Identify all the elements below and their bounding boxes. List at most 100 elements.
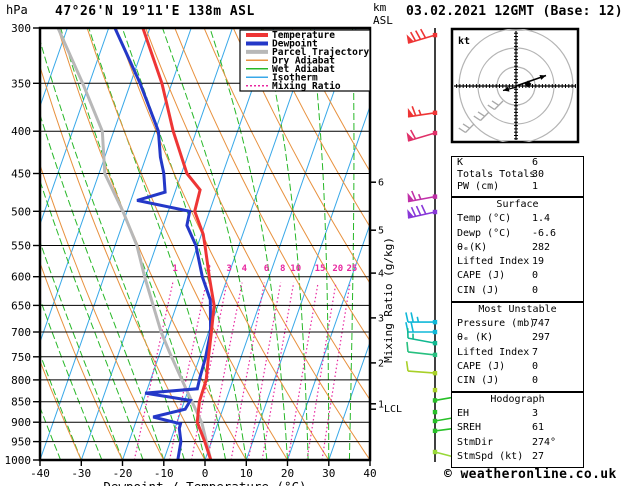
svg-text:750: 750 [11,351,31,364]
table-row: PW (cm) 1 [452,181,583,193]
table-row: SREH 61 [452,421,583,435]
row-value: 3 [532,408,539,420]
row-value: 1.4 [532,213,551,225]
altitude-axis: 6 5 4 3 2 1 LCL Mixing Ratio (g/kg) [370,178,402,415]
row-value: 19 [532,256,545,268]
svg-text:4: 4 [378,269,384,280]
table-row: Temp (°C) 1.4 [452,212,583,226]
isotherms [40,28,370,460]
row-value: 747 [532,318,551,330]
row-value: 0 [532,360,539,372]
table-section-title: Hodograph [490,394,545,405]
svg-text:700: 700 [11,326,31,339]
table-row: StmSpd (kt) 27 [452,450,583,464]
row-label: Totals Totals [457,169,536,180]
table-row: CIN (J) 0 [452,284,583,298]
table-row: CIN (J) 0 [452,374,583,388]
row-label: Lifted Index [457,346,530,358]
row-label: StmSpd (kt) [457,450,524,462]
svg-text:Mixing Ratio: Mixing Ratio [272,81,341,92]
svg-text:400: 400 [11,125,31,138]
svg-text:Isotherm: Isotherm [272,72,318,83]
svg-text:15: 15 [315,264,326,274]
table-row: CAPE (J) 0 [452,360,583,374]
svg-text:-20: -20 [113,467,133,480]
svg-text:3: 3 [226,264,231,274]
row-label: PW (cm) [457,181,500,192]
profile-curves [56,28,216,460]
svg-text:Dewpoint: Dewpoint [272,39,318,50]
table-row: Totals Totals 30 [452,169,583,181]
row-label: StmDir [457,436,494,448]
svg-text:650: 650 [11,299,31,312]
table-row: CAPE (J) 0 [452,269,583,283]
row-label: EH [457,408,470,420]
table-row: StmDir 274° [452,436,583,450]
svg-text:kt: kt [458,36,470,47]
svg-text:10: 10 [290,264,301,274]
svg-text:950: 950 [11,436,31,449]
svg-text:600: 600 [11,271,31,284]
hodograph-inner: kt [454,29,576,142]
pressure-axis: 300 350 400 450 500 550 600 650 700 750 800 850 900 9… [5,22,40,467]
svg-text:Parcel Trajectory: Parcel Trajectory [272,47,370,58]
most-unstable-table: Most Unstable Pressure (mb) 747 θₑ (K) 297 Li… [451,302,584,392]
temperature-axis: -40 -30 -20 -10 0 10 20 30 40 Dewpoint / Temperat… [30,460,377,486]
row-value: 274° [532,436,557,448]
table-row: θₑ (K) 297 [452,331,583,345]
row-value: 27 [532,450,545,462]
svg-text:500: 500 [11,205,31,218]
row-value: 6 [532,157,539,168]
svg-text:Mixing Ratio (g/kg): Mixing Ratio (g/kg) [382,237,395,363]
svg-text:10: 10 [240,467,253,480]
svg-text:Wet Adiabat: Wet Adiabat [272,64,335,75]
svg-text:8: 8 [280,264,285,274]
row-value: 297 [532,332,551,344]
svg-text:-40: -40 [30,467,50,480]
row-value: 282 [532,241,551,253]
row-label: CIN (J) [457,374,500,386]
row-label: θₑ (K) [457,332,494,344]
svg-text:LCL: LCL [384,404,402,415]
svg-text:350: 350 [11,77,31,90]
row-label: CAPE (J) [457,360,506,372]
table-row: Lifted Index 19 [452,255,583,269]
svg-text:450: 450 [11,167,31,180]
svg-text:6: 6 [378,178,384,189]
svg-text:2: 2 [378,358,384,369]
row-label: SREH [457,422,482,434]
svg-text:850: 850 [11,396,31,409]
table-row: Dewp (°C) -6.6 [452,227,583,241]
svg-text:800: 800 [11,374,31,387]
row-value: 61 [532,422,545,434]
hodograph-table: Hodograph EH 3 SREH 61 StmDir 274° StmSpd (kt) 2… [451,392,584,468]
copyright: © weatheronline.co.uk [444,467,617,482]
row-value: 0 [532,284,539,296]
table-row: Pressure (mb) 747 [452,317,583,331]
table-row: θₑ(K) 282 [452,241,583,255]
station-title: 47°26'N 19°11'E 138m ASL [55,4,255,19]
svg-text:4: 4 [242,264,248,274]
svg-text:20: 20 [281,467,294,480]
indices-table: K 6 Totals Totals 30 PW (cm) 1 [451,156,584,197]
svg-text:1000: 1000 [5,454,32,467]
svg-text:Temperature: Temperature [272,30,335,41]
svg-text:1: 1 [172,264,177,274]
svg-text:30: 30 [322,467,335,480]
row-value: 0 [532,374,539,386]
pressure-axis-unit: hPa [6,3,28,17]
altitude-axis-unit: km ASL [373,1,393,27]
row-label: CAPE (J) [457,270,506,282]
svg-text:6: 6 [264,264,269,274]
datetime-label: 03.02.2021 12GMT (Base: 12) [406,4,623,19]
svg-text:0: 0 [202,467,209,480]
table-row: EH 3 [452,407,583,421]
svg-text:20: 20 [332,264,343,274]
svg-text:40: 40 [363,467,376,480]
table-section-title: Surface [496,199,539,210]
row-label: Lifted Index [457,256,530,268]
